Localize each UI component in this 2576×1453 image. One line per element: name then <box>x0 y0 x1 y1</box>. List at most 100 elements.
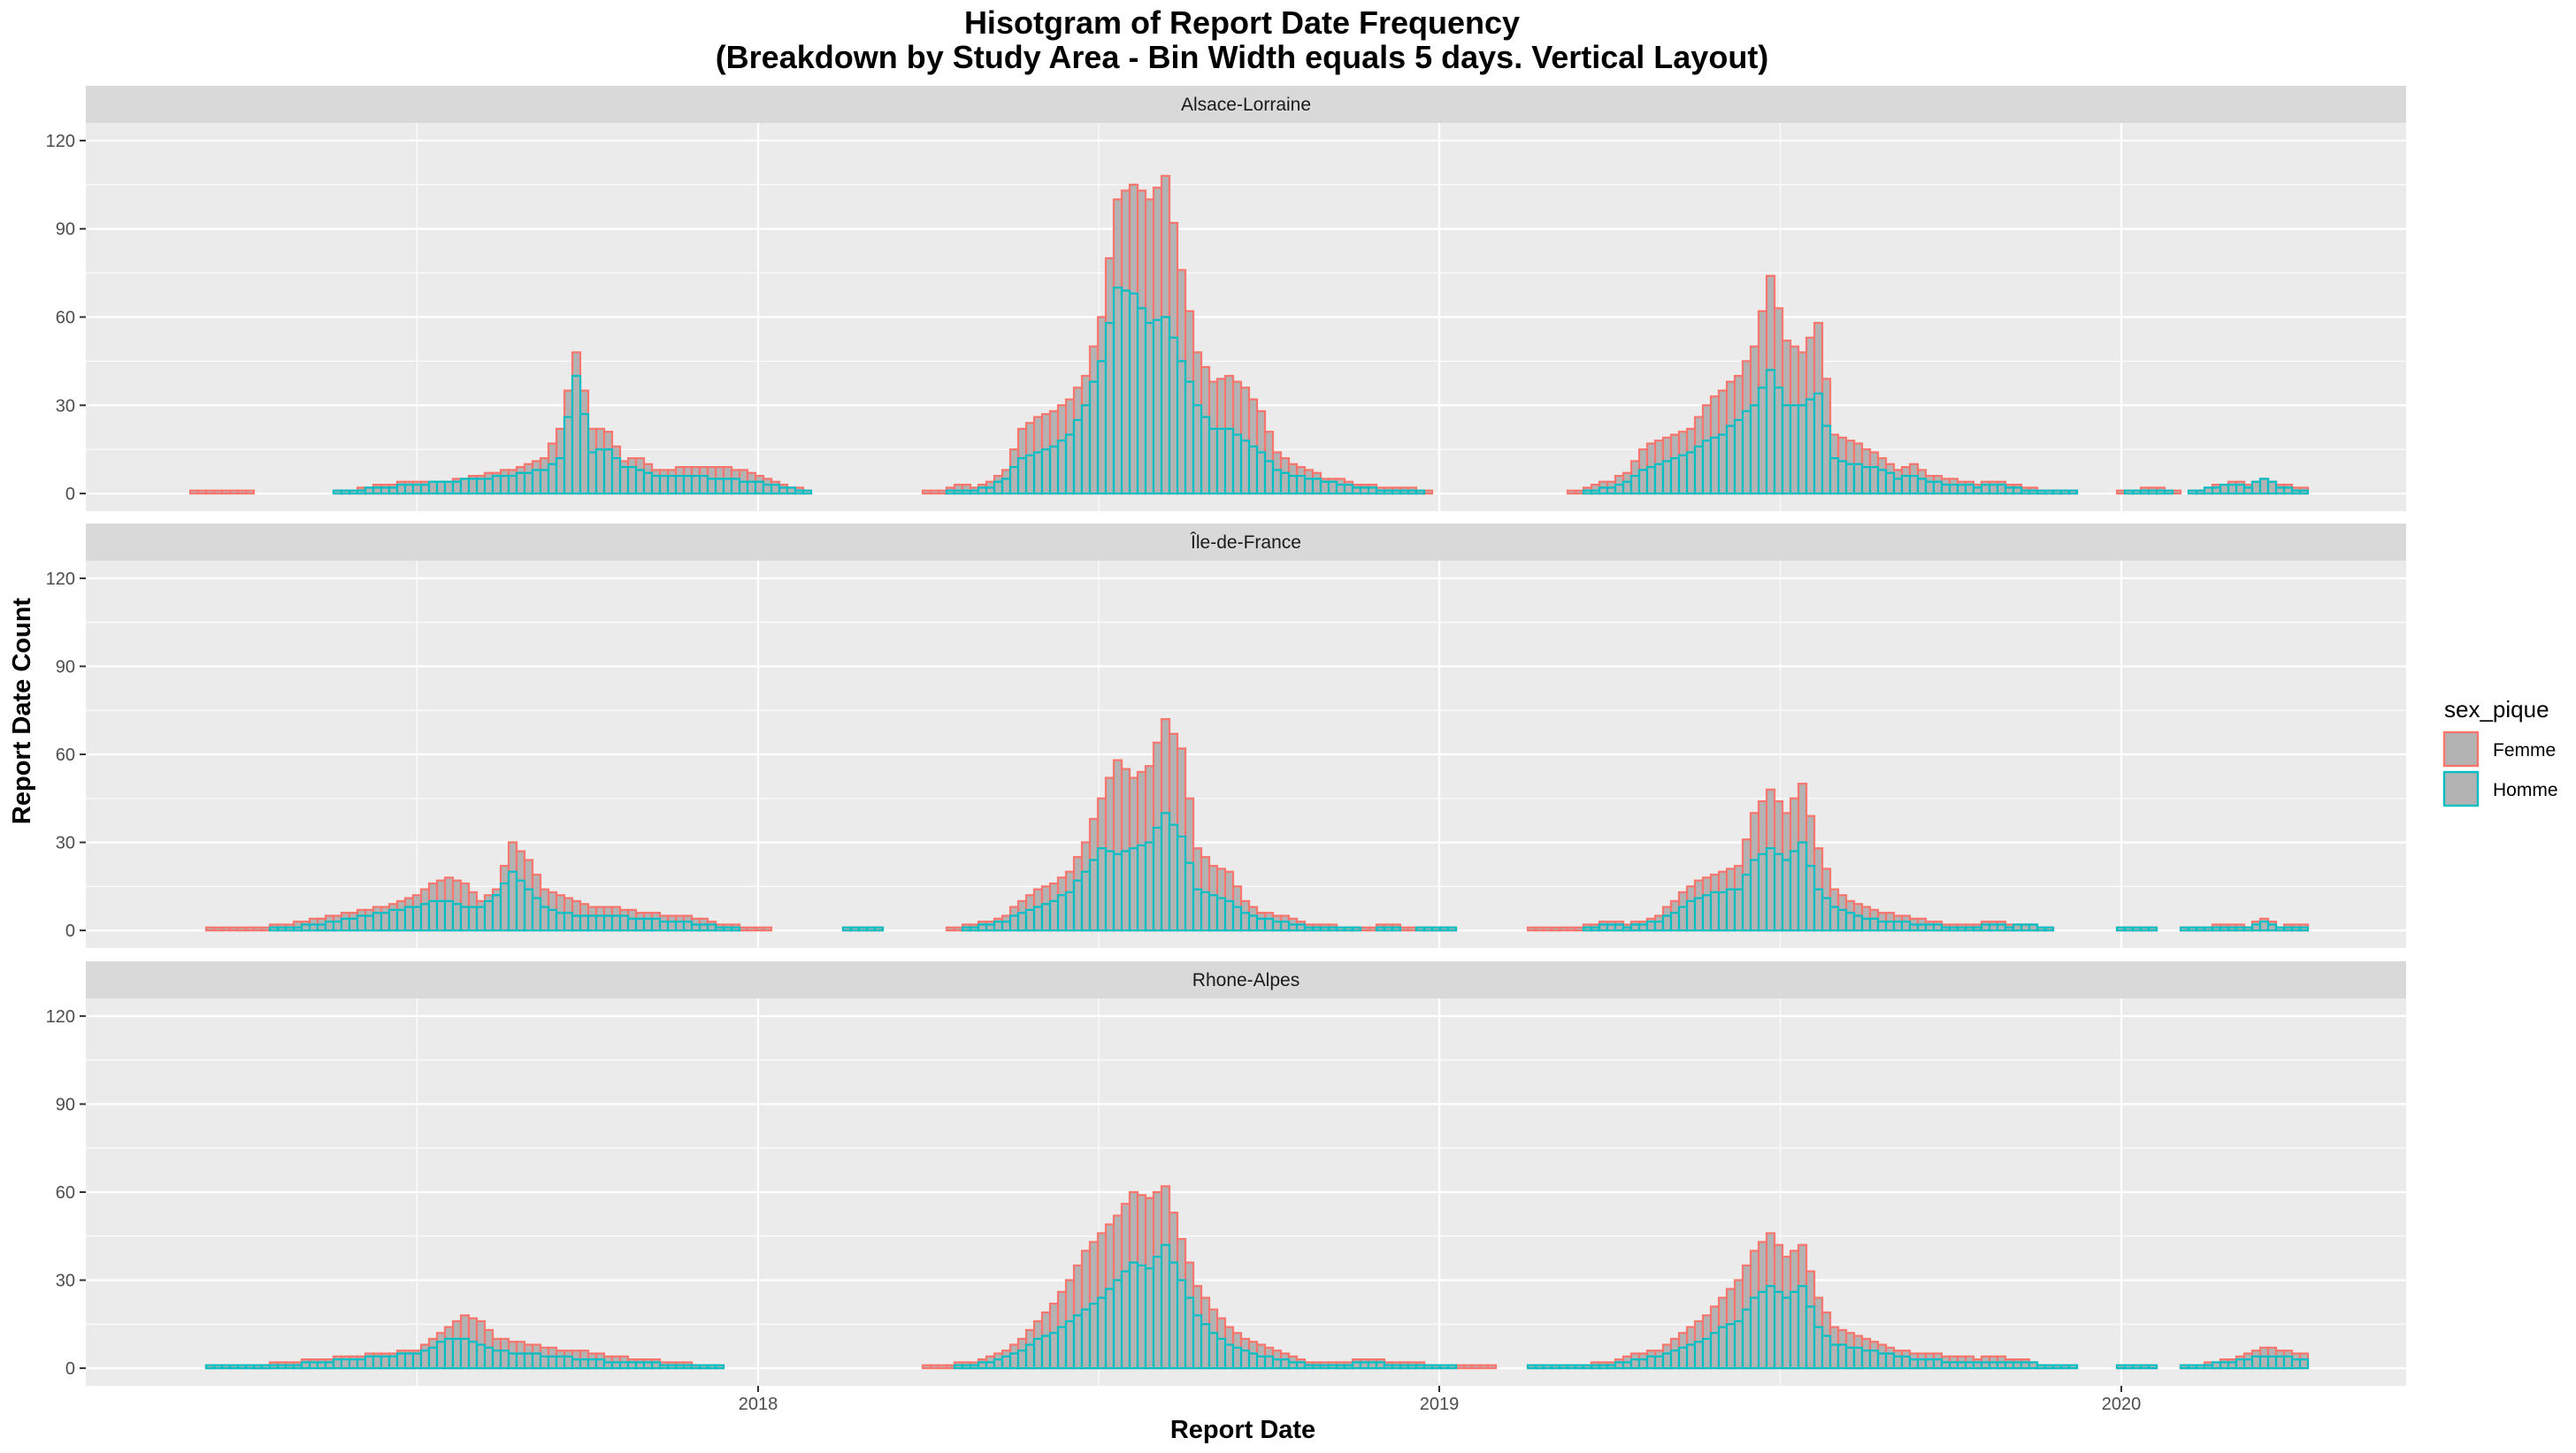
bar-homme <box>475 1343 487 1370</box>
bar-homme <box>1964 926 1975 932</box>
bar-homme <box>1375 1361 1386 1370</box>
bar-homme <box>547 463 558 495</box>
bar-homme <box>1104 322 1116 495</box>
bar-homme <box>2036 1364 2047 1370</box>
bar-femme <box>1566 489 1577 495</box>
bar-homme <box>284 926 295 932</box>
bar-homme <box>1311 926 1322 932</box>
bar-homme <box>1168 1261 1179 1370</box>
bar-homme <box>1096 1296 1108 1370</box>
bar-homme <box>690 923 702 932</box>
bar-homme <box>411 483 423 495</box>
bar-homme <box>618 466 630 495</box>
bar-homme <box>2020 923 2031 932</box>
x-tick-label: 2019 <box>1420 1395 1460 1414</box>
bar-homme <box>865 926 877 932</box>
bar-homme <box>1598 923 1609 932</box>
bar-homme <box>1653 921 1665 932</box>
bar-homme <box>1231 433 1243 495</box>
bar-homme <box>2266 480 2278 495</box>
bar-homme <box>985 1361 996 1370</box>
bar-homme <box>1391 1364 1402 1370</box>
bar-femme <box>1454 1364 1466 1370</box>
bar-homme <box>1852 463 1864 495</box>
bar-homme <box>1407 489 1418 495</box>
bar-homme <box>1677 1346 1689 1370</box>
bar-femme <box>1534 926 1545 932</box>
bar-homme <box>594 1358 606 1370</box>
bar-homme <box>1239 440 1251 495</box>
bar-femme <box>921 489 932 495</box>
bar-homme <box>1876 469 1888 495</box>
bar-homme <box>403 906 415 932</box>
legend-title: sex_pique <box>2444 696 2549 723</box>
bar-homme <box>1709 1332 1721 1370</box>
bar-homme <box>993 480 1004 495</box>
bar-femme <box>220 489 232 495</box>
bar-homme <box>1526 1364 1537 1370</box>
y-tick-label: 0 <box>65 485 75 504</box>
bar-homme <box>1136 307 1147 495</box>
bar-homme <box>1956 483 1967 495</box>
bar-homme <box>507 474 518 495</box>
bar-femme <box>1574 489 1585 495</box>
bar-homme <box>571 1358 582 1370</box>
bar-homme <box>754 480 765 495</box>
bar-homme <box>1781 404 1792 495</box>
bar-femme <box>945 1364 956 1370</box>
bar-homme <box>1263 1355 1275 1370</box>
bar-homme <box>2203 926 2214 932</box>
bar-homme <box>356 489 367 495</box>
bar-homme <box>1008 914 1020 932</box>
bar-homme <box>2020 489 2031 495</box>
bar-homme <box>1828 1343 1840 1370</box>
bar-homme <box>1048 1332 1060 1370</box>
y-tick-label: 60 <box>56 1183 75 1203</box>
bar-homme <box>1000 921 1012 932</box>
bar-homme <box>770 483 781 495</box>
bar-homme <box>1391 489 1402 495</box>
bar-homme <box>1956 926 1967 932</box>
facet-panel: Alsace-Lorraine 0 30 60 90 120 <box>46 86 2464 511</box>
bar-homme <box>1064 433 1076 495</box>
bar-homme <box>586 451 598 495</box>
bar-homme <box>1056 1326 1068 1370</box>
bar-homme <box>499 1350 510 1370</box>
bar-homme <box>1852 914 1864 932</box>
bar-homme <box>1685 899 1697 932</box>
bar-homme <box>1900 1355 1912 1370</box>
bar-homme <box>1024 1343 1036 1370</box>
bar-homme <box>1868 1350 1880 1370</box>
bar-homme <box>1916 923 1928 932</box>
bar-homme <box>1383 926 1394 932</box>
bar-homme <box>666 1364 678 1370</box>
bar-homme <box>1733 418 1744 495</box>
bar-homme <box>1255 1355 1267 1370</box>
bar-homme <box>443 899 455 932</box>
x-axis-title: Report Date <box>1170 1416 1315 1444</box>
facets-layer: Alsace-Lorraine 0 30 60 90 120 Île-de-France 0 3… <box>46 86 2464 1386</box>
bar-homme <box>1422 926 1434 932</box>
bar-homme <box>2139 489 2150 495</box>
bar-homme <box>1104 850 1116 932</box>
bar-homme <box>698 923 709 932</box>
bar-homme <box>1956 1361 1967 1370</box>
bar-homme <box>387 908 399 932</box>
bar-homme <box>571 374 582 495</box>
bar-homme <box>1908 1358 1920 1370</box>
bar-homme <box>1168 336 1179 495</box>
bar-homme <box>610 1361 622 1370</box>
bar-homme <box>1096 360 1108 495</box>
bar-homme <box>1598 1364 1609 1370</box>
bar-homme <box>1343 1364 1354 1370</box>
bar-homme <box>2195 489 2206 495</box>
bar-homme <box>1725 1323 1736 1370</box>
bar-homme <box>1438 1364 1450 1370</box>
bar-homme <box>1606 1364 1617 1370</box>
bar-femme <box>1550 926 1561 932</box>
bar-femme <box>1367 926 1378 932</box>
bar-homme <box>1582 1364 1593 1370</box>
bar-homme <box>1319 1364 1330 1370</box>
bar-homme <box>1136 844 1147 932</box>
bar-homme <box>1335 1364 1346 1370</box>
